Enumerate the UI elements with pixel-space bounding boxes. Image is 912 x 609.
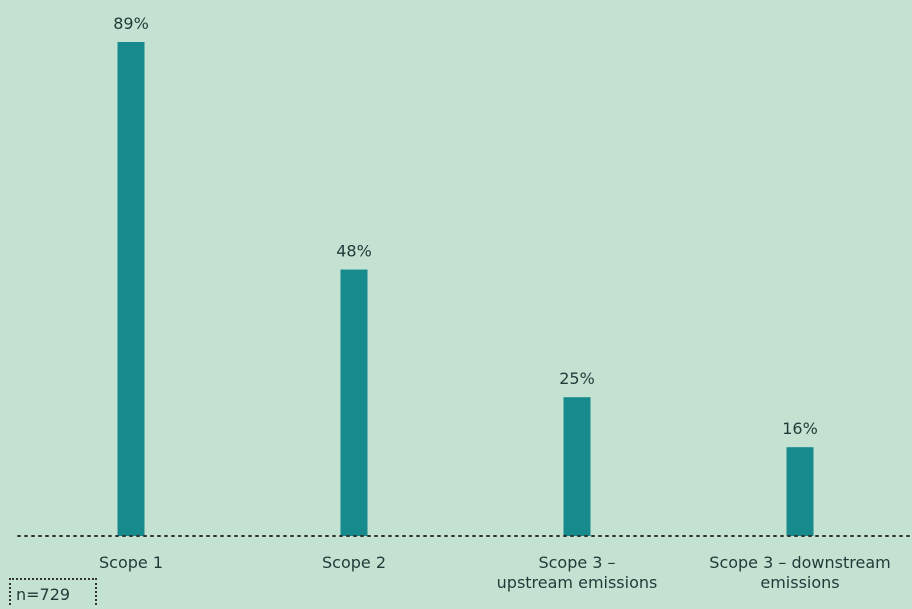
category-label-4: Scope 3 – downstream emissions — [709, 553, 890, 592]
value-label-4: 16% — [782, 419, 818, 438]
sample-size-box — [9, 578, 97, 605]
value-label-1: 89% — [113, 14, 149, 33]
category-label-3: Scope 3 – upstream emissions — [497, 553, 658, 592]
bar-3 — [563, 397, 591, 536]
bar-2 — [340, 269, 368, 536]
value-label-2: 48% — [336, 242, 372, 261]
category-label-2: Scope 2 — [322, 553, 386, 572]
bars-group — [117, 42, 814, 536]
category-label-1: Scope 1 — [99, 553, 163, 572]
category-labels-group: Scope 1 Scope 2 Scope 3 – upstream emission… — [99, 553, 891, 592]
value-label-3: 25% — [559, 369, 595, 388]
sample-size-label: n=729 — [16, 585, 71, 604]
bar-4 — [786, 447, 814, 536]
value-labels-group: 89% 48% 25% 16% — [113, 14, 818, 438]
bar-1 — [117, 42, 145, 536]
